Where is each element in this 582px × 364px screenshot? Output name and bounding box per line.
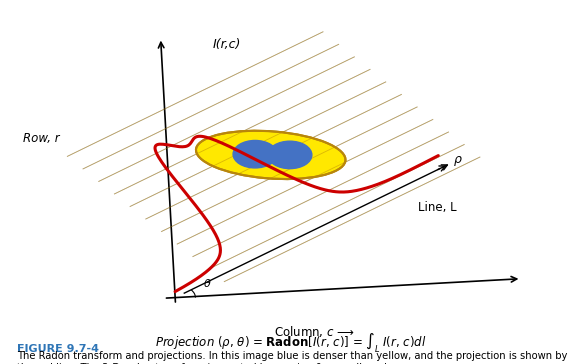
Text: Line, L: Line, L (418, 201, 457, 214)
Text: Column, $c$ ⟶: Column, $c$ ⟶ (274, 324, 354, 339)
Text: Row, r: Row, r (23, 132, 59, 145)
Circle shape (268, 141, 312, 169)
Text: $\it{Projection}$ ($\rho$, $\theta$) = $\mathbf{Radon}$[$I$($r$, $c$)] = $\int_L: $\it{Projection}$ ($\rho$, $\theta$) = $… (155, 331, 427, 355)
Text: I(r,c): I(r,c) (213, 38, 241, 51)
Text: ρ: ρ (454, 153, 462, 166)
Text: FIGURE 9.7-4: FIGURE 9.7-4 (17, 344, 100, 354)
Circle shape (233, 141, 277, 168)
Text: θ: θ (204, 278, 210, 289)
Ellipse shape (196, 131, 346, 179)
Text: The Radon transform and projections. In this image blue is denser than yellow, a: The Radon transform and projections. In … (17, 351, 568, 364)
